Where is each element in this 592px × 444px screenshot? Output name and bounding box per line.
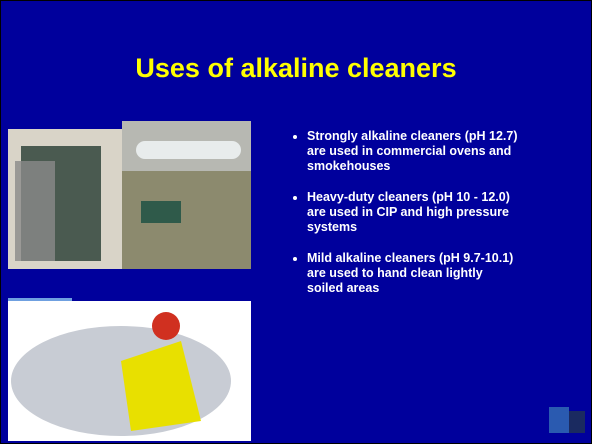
bullet: Strongly alkaline cleaners (pH 12.7) are… [307,129,522,174]
worker-hat [152,312,180,340]
bullet-list: Strongly alkaline cleaners (pH 12.7) are… [291,129,547,312]
oven-rack [15,161,55,261]
logo [549,407,569,433]
pump [141,201,181,223]
divider [8,298,72,301]
worker-coat [121,341,201,431]
bullet: Heavy-duty cleaners (pH 10 - 12.0) are u… [307,190,522,235]
bullet: Mild alkaline cleaners (pH 9.7-10.1) are… [307,251,522,296]
slide-title: Uses of alkaline cleaners [135,53,457,83]
pipe [136,141,241,159]
logo-mark [569,411,585,433]
